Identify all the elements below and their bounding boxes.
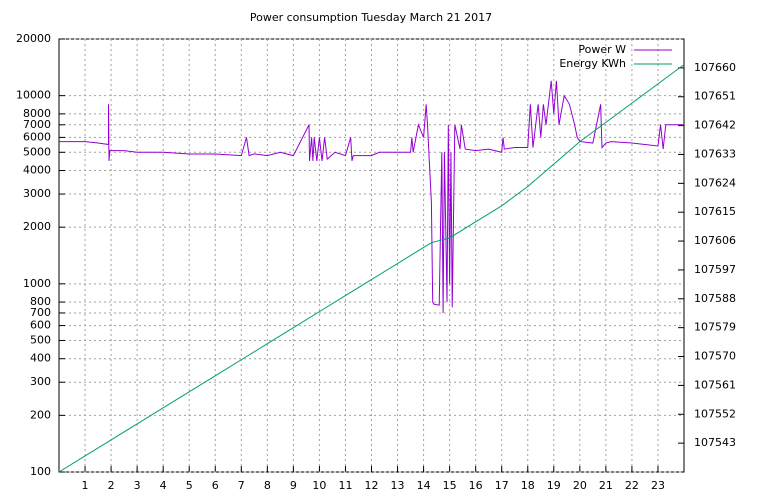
series-line — [59, 80, 684, 313]
y2-tick-label: 107615 — [694, 205, 736, 218]
x-tick-label: 17 — [495, 479, 509, 492]
y2-tick-label: 107561 — [694, 378, 736, 391]
x-tick-label: 15 — [443, 479, 457, 492]
y-tick-label: 800 — [30, 295, 51, 308]
x-tick-label: 14 — [417, 479, 431, 492]
y-tick-label: 4000 — [23, 164, 51, 177]
x-tick-label: 5 — [186, 479, 193, 492]
chart-title: Power consumption Tuesday March 21 2017 — [250, 11, 492, 24]
x-tick-label: 19 — [547, 479, 561, 492]
y-tick-label: 100 — [30, 465, 51, 478]
y-tick-label: 5000 — [23, 145, 51, 158]
y2-tick-label: 107660 — [694, 61, 736, 74]
y2-tick-label: 107597 — [694, 263, 736, 276]
legend-label: Power W — [578, 43, 626, 56]
y-tick-label: 10000 — [16, 89, 51, 102]
y-tick-label: 7000 — [23, 118, 51, 131]
x-tick-label: 11 — [338, 479, 352, 492]
y-tick-label: 2000 — [23, 220, 51, 233]
y-tick-label: 1000 — [23, 277, 51, 290]
x-tick-label: 20 — [573, 479, 587, 492]
x-tick-label: 22 — [625, 479, 639, 492]
x-tick-label: 9 — [290, 479, 297, 492]
x-tick-label: 23 — [651, 479, 665, 492]
y2-tick-label: 107579 — [694, 321, 736, 334]
y2-tick-label: 107552 — [694, 407, 736, 420]
x-tick-label: 2 — [108, 479, 115, 492]
x-tick-label: 6 — [212, 479, 219, 492]
y2-tick-label: 107624 — [694, 176, 736, 189]
y-tick-label: 600 — [30, 319, 51, 332]
x-tick-label: 21 — [599, 479, 613, 492]
legend-label: Energy KWh — [559, 57, 626, 70]
x-tick-label: 10 — [312, 479, 326, 492]
y-tick-label: 400 — [30, 352, 51, 365]
x-tick-label: 1 — [82, 479, 89, 492]
y2-tick-label: 107642 — [694, 119, 736, 132]
y2-tick-label: 107651 — [694, 90, 736, 103]
y-tick-label: 200 — [30, 408, 51, 421]
x-tick-label: 16 — [469, 479, 483, 492]
x-tick-label: 13 — [391, 479, 405, 492]
y-tick-label: 6000 — [23, 130, 51, 143]
x-tick-label: 7 — [238, 479, 245, 492]
x-tick-label: 4 — [160, 479, 167, 492]
y-tick-label: 3000 — [23, 187, 51, 200]
y2-tick-label: 107570 — [694, 350, 736, 363]
y-tick-label: 20000 — [16, 32, 51, 45]
x-tick-label: 3 — [134, 479, 141, 492]
x-tick-label: 12 — [365, 479, 379, 492]
y2-tick-label: 107606 — [694, 234, 736, 247]
series-line — [58, 64, 685, 473]
y2-tick-label: 107633 — [694, 147, 736, 160]
x-tick-label: 8 — [264, 479, 271, 492]
y-tick-label: 8000 — [23, 107, 51, 120]
y2-tick-label: 107543 — [694, 436, 736, 449]
y-tick-label: 500 — [30, 333, 51, 346]
x-tick-label: 18 — [521, 479, 535, 492]
y-tick-label: 300 — [30, 375, 51, 388]
y2-tick-label: 107588 — [694, 292, 736, 305]
y-tick-label: 700 — [30, 306, 51, 319]
